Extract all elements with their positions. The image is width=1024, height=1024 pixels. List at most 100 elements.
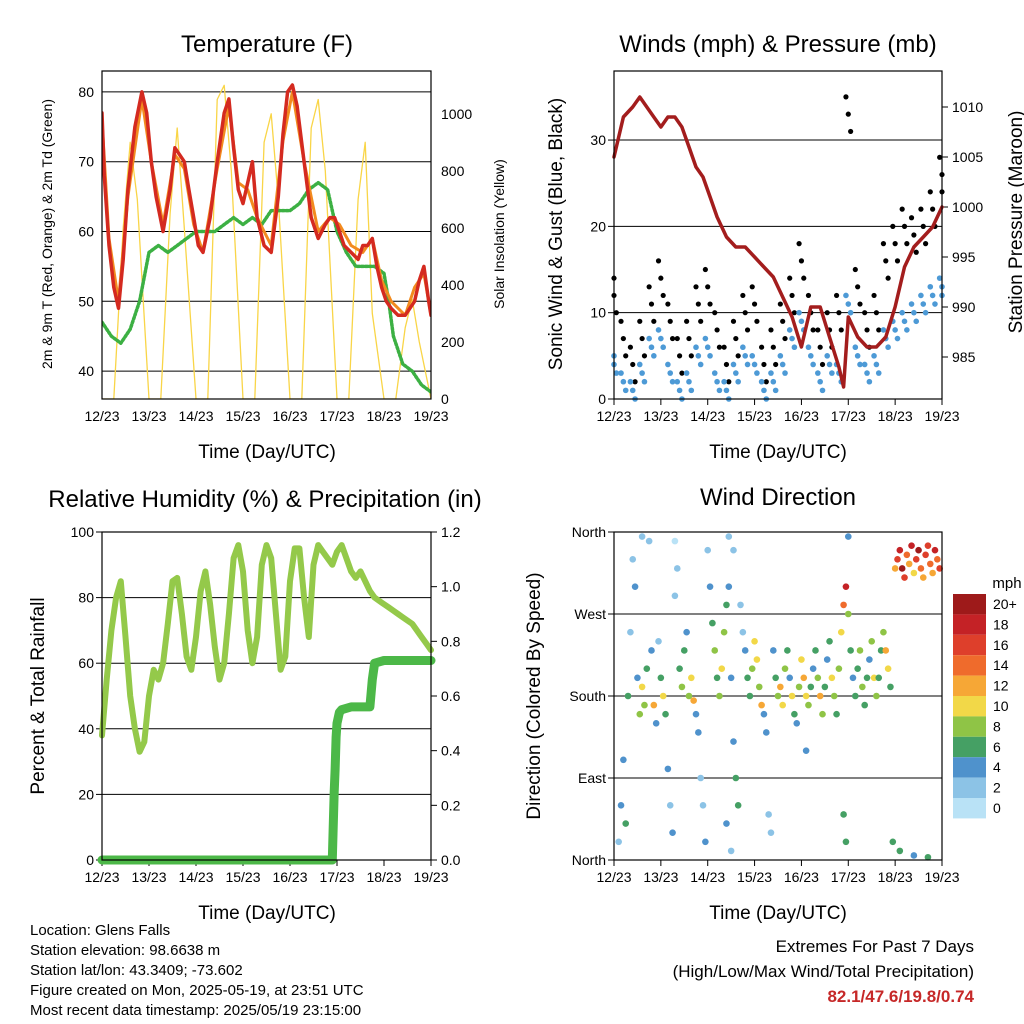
colorbar-swatch: [953, 777, 986, 798]
direction-point: [657, 674, 665, 682]
direction-point: [645, 537, 653, 545]
direction-point: [774, 692, 782, 700]
wind-point: [660, 344, 666, 351]
gust-point: [883, 258, 889, 264]
winds-title: Winds (mph) & Pressure (mb): [619, 31, 936, 58]
direction-point: [725, 533, 733, 540]
wind-point: [810, 361, 816, 368]
humidity-plot-area: [96, 531, 437, 866]
direction-point: [912, 556, 920, 563]
wind-point: [669, 378, 676, 385]
direction-point: [652, 720, 660, 727]
direction-point: [866, 656, 873, 663]
direction-point: [662, 710, 669, 718]
direction-point: [934, 556, 941, 563]
temperature-y2tick-label: 1000: [441, 106, 472, 122]
wind-point: [751, 361, 758, 368]
temperature-ylabel: 2m & 9m T (Red, Orange) & 2m Td (Green): [39, 99, 55, 369]
colorbar-title: mph: [992, 575, 1021, 592]
gust-point: [913, 249, 919, 255]
temperature-panel: Temperature (F) Time (Day/UTC) 2m & 9m T…: [39, 31, 507, 463]
gust-point: [815, 327, 821, 333]
wind-point: [768, 370, 774, 376]
direction-point: [671, 537, 679, 545]
wind-point: [782, 370, 788, 376]
gust-point: [627, 344, 634, 350]
gust-point: [698, 318, 704, 324]
gust-point: [836, 310, 842, 316]
dewpoint-line: [102, 180, 431, 394]
direction-point: [837, 628, 845, 636]
gust-point: [817, 344, 823, 350]
winds-frame: [613, 70, 943, 400]
wind-point: [622, 387, 629, 394]
direction-point: [636, 710, 644, 718]
wind-point: [824, 353, 830, 359]
direction-point: [723, 820, 730, 827]
direction-point: [617, 802, 625, 809]
direction-point: [894, 556, 901, 563]
wind-point: [866, 378, 873, 385]
direction-point: [727, 674, 735, 682]
wind-point: [922, 309, 929, 316]
temperature-xtick-label: 13/23: [131, 408, 166, 424]
wind-point: [796, 309, 802, 316]
direction-point: [716, 692, 723, 700]
wind-point: [789, 335, 795, 342]
direction-point: [777, 683, 784, 691]
direction-point: [692, 710, 700, 718]
colorbar-label: 14: [993, 657, 1009, 673]
direction-point: [673, 565, 681, 572]
wind_direction-xtick-label: 18/23: [878, 869, 913, 885]
direction-point: [727, 847, 735, 855]
wind-point: [688, 387, 695, 394]
colorbar-label: 10: [993, 698, 1009, 714]
gust-point: [852, 266, 858, 273]
winds-xtick-label: 15/23: [737, 408, 772, 424]
wind-point: [777, 353, 784, 359]
direction-point: [795, 683, 803, 691]
direction-point: [730, 546, 737, 554]
gust-point: [892, 241, 898, 247]
wind-point: [639, 370, 645, 376]
gust-point: [740, 292, 746, 299]
direction-point: [648, 647, 655, 654]
direction-point: [802, 692, 810, 700]
gust-point: [810, 327, 816, 333]
winds-xtick-label: 18/23: [878, 408, 913, 424]
direction-point: [704, 546, 712, 554]
winds-y2tick-label: 990: [952, 299, 976, 315]
direction-point: [713, 674, 721, 682]
direction-point: [638, 533, 646, 540]
gust-point: [873, 310, 880, 316]
wind-point: [815, 370, 821, 376]
gust-point: [679, 370, 685, 376]
wind_direction-ytick-label: West: [574, 606, 606, 622]
winds-xtick-label: 12/23: [596, 408, 631, 424]
direction-point: [788, 692, 796, 700]
direction-point: [828, 674, 836, 682]
direction-point: [627, 628, 634, 636]
gust-point: [735, 353, 741, 359]
colorbar-swatch: [953, 634, 986, 656]
gust-point: [805, 292, 812, 299]
gust-point: [864, 327, 870, 333]
direction-point: [671, 592, 679, 600]
wind_direction-ytick-label: North: [572, 852, 606, 868]
wind-point: [730, 361, 737, 368]
wind-point: [651, 353, 657, 359]
direction-point: [741, 647, 749, 654]
direction-point: [809, 665, 817, 672]
gust-point: [702, 266, 708, 273]
extremes-box: Extremes For Past 7 Days (High/Low/Max W…: [673, 934, 974, 1009]
direction-point: [896, 546, 904, 554]
temperature-plot-area: [102, 83, 431, 399]
gust-point: [937, 154, 943, 160]
direction-point: [924, 542, 932, 549]
gust-point: [761, 361, 767, 368]
wind-point: [697, 361, 704, 368]
direction-point: [929, 569, 936, 577]
wind_direction-xtick-label: 19/23: [924, 869, 959, 885]
winds-plot-area: [608, 94, 948, 405]
